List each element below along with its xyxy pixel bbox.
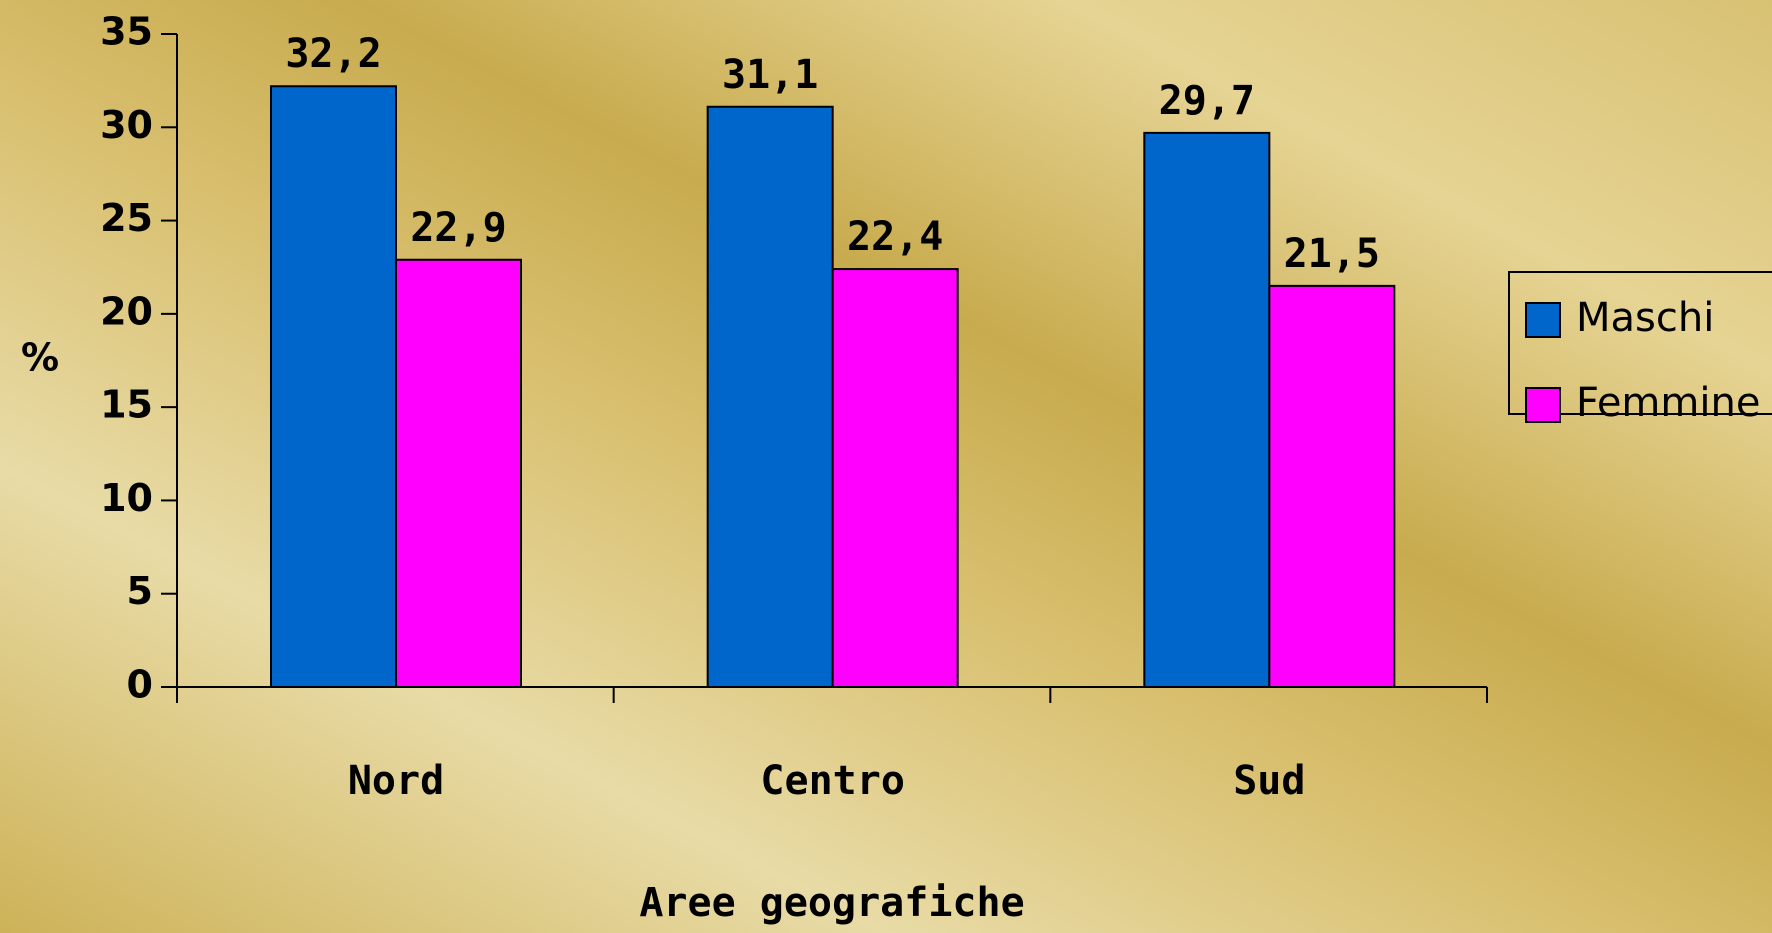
x-tick-label: Centro <box>760 758 905 804</box>
value-label: 21,5 <box>1284 231 1380 277</box>
y-tick-label: 35 <box>100 10 153 54</box>
value-label: 32,2 <box>285 31 381 77</box>
value-label: 31,1 <box>722 52 818 98</box>
x-axis-label: Aree geografiche <box>639 880 1024 926</box>
y-tick-label: 30 <box>100 103 153 147</box>
y-tick-label: 25 <box>100 196 153 240</box>
legend-label: Maschi <box>1576 295 1714 341</box>
bar <box>706 105 834 688</box>
legend-swatch <box>1525 302 1561 338</box>
value-label: 29,7 <box>1159 78 1255 124</box>
bar <box>395 258 522 688</box>
y-tick-label: 20 <box>100 289 153 333</box>
bar <box>1143 131 1271 688</box>
legend-swatch <box>1525 387 1561 423</box>
value-label: 22,4 <box>847 214 943 260</box>
x-tick-label: Sud <box>1233 758 1305 804</box>
bar <box>1268 284 1396 688</box>
y-tick-label: 5 <box>127 569 153 613</box>
value-label: 22,9 <box>410 205 506 251</box>
legend-label: Femmine <box>1576 380 1760 426</box>
x-tick-label: Nord <box>348 758 444 804</box>
y-axis-label: % <box>21 336 59 380</box>
legend-box <box>1508 271 1772 415</box>
y-tick-label: 10 <box>100 476 153 520</box>
bar <box>270 85 397 689</box>
y-tick-label: 0 <box>127 663 153 707</box>
bar <box>831 268 959 688</box>
y-tick-label: 15 <box>100 383 153 427</box>
